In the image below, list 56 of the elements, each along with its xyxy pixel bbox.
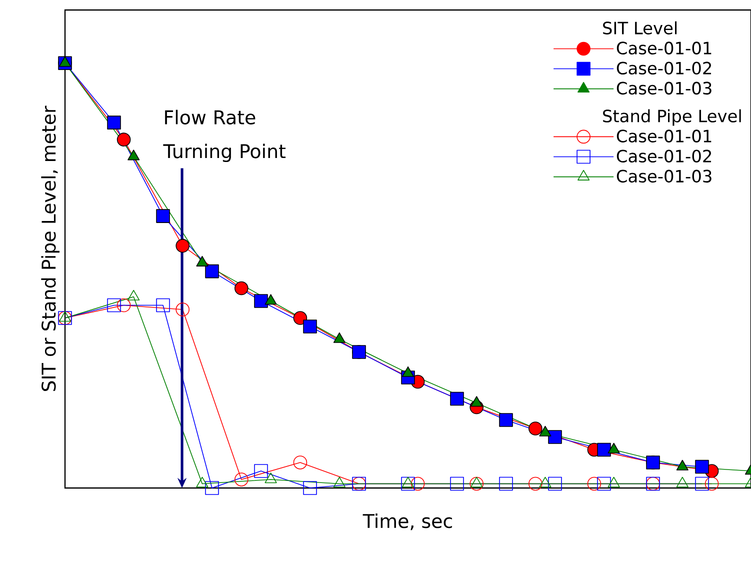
point — [116, 298, 131, 312]
point — [704, 476, 719, 491]
point — [264, 472, 277, 484]
point — [264, 294, 277, 305]
point — [450, 392, 464, 406]
point — [254, 464, 268, 478]
legend-label: Case-01-02 — [616, 150, 712, 163]
point — [528, 422, 542, 436]
point — [499, 476, 513, 491]
legend-label: Case-01-01 — [616, 42, 712, 54]
point — [116, 132, 131, 146]
point — [450, 476, 464, 491]
point — [176, 238, 190, 253]
point — [410, 476, 425, 491]
point — [597, 442, 611, 457]
point — [254, 294, 268, 308]
point — [695, 476, 709, 491]
point — [293, 456, 308, 470]
annotation: Flow Rate Turning Point — [163, 110, 286, 162]
point — [156, 298, 170, 312]
point — [205, 264, 219, 278]
legend-label: Case-01-03 — [616, 170, 712, 183]
x-axis-title: Time, sec — [362, 514, 452, 530]
point — [303, 481, 317, 495]
point — [107, 298, 121, 312]
point — [58, 311, 72, 322]
point — [176, 302, 190, 316]
point — [401, 476, 415, 491]
point — [107, 116, 121, 130]
point — [470, 396, 483, 407]
annotation: Stand Pipe Level — [603, 109, 741, 126]
point — [156, 209, 170, 223]
point — [58, 56, 72, 67]
point — [128, 290, 140, 300]
point — [128, 150, 140, 160]
point — [548, 430, 562, 444]
point — [499, 413, 513, 427]
legend-label: Case-01-01 — [616, 130, 712, 142]
point — [293, 311, 308, 325]
point — [234, 281, 248, 296]
point — [548, 476, 562, 491]
point — [597, 476, 611, 491]
point — [402, 366, 414, 377]
point — [333, 332, 346, 343]
point — [695, 460, 709, 474]
point — [470, 476, 484, 491]
legend-title: SIT Level — [603, 21, 677, 34]
point — [205, 481, 219, 495]
y-axis-title: SIT or Stand Pipe Level, meter — [41, 106, 60, 391]
point — [303, 320, 317, 334]
point — [587, 476, 602, 491]
point — [234, 472, 248, 486]
legend-label: Case-01-03 — [616, 82, 712, 95]
legend-label: Case-01-02 — [616, 62, 712, 75]
point — [528, 476, 542, 491]
point — [196, 256, 208, 266]
